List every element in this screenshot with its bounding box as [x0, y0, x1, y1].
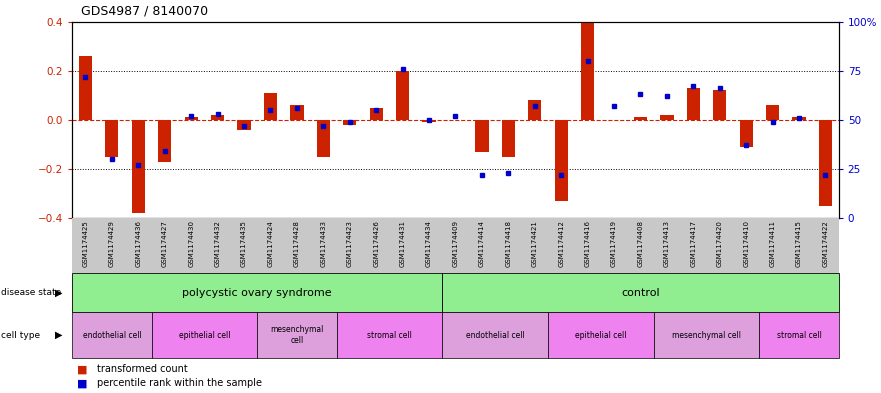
Text: epithelial cell: epithelial cell: [179, 331, 230, 340]
Text: GSM1174414: GSM1174414: [479, 220, 485, 266]
Bar: [759, 312, 839, 358]
Text: GSM1174413: GSM1174413: [664, 220, 670, 267]
Bar: [159, 120, 171, 162]
Bar: [132, 120, 144, 213]
Text: GSM1174427: GSM1174427: [162, 220, 167, 266]
Text: ▶: ▶: [55, 288, 63, 298]
Text: GSM1174424: GSM1174424: [268, 220, 273, 266]
Text: stromal cell: stromal cell: [777, 331, 821, 340]
Text: GDS4987 / 8140070: GDS4987 / 8140070: [81, 5, 208, 18]
Bar: [343, 120, 356, 125]
Bar: [152, 312, 257, 358]
Text: GSM1174425: GSM1174425: [83, 220, 88, 266]
Text: GSM1174408: GSM1174408: [638, 220, 643, 267]
Text: GSM1174417: GSM1174417: [691, 220, 696, 267]
Text: GSM1174433: GSM1174433: [321, 220, 326, 267]
Bar: [661, 115, 673, 120]
Text: GSM1174434: GSM1174434: [426, 220, 432, 266]
Bar: [442, 312, 548, 358]
Bar: [792, 118, 805, 120]
Bar: [79, 56, 93, 120]
Bar: [238, 120, 251, 130]
Text: mesenchymal cell: mesenchymal cell: [672, 331, 741, 340]
Bar: [476, 120, 488, 152]
Bar: [555, 120, 568, 201]
Text: GSM1174410: GSM1174410: [744, 220, 749, 267]
Bar: [185, 118, 197, 120]
Text: GSM1174409: GSM1174409: [453, 220, 458, 267]
Text: endothelial cell: endothelial cell: [83, 331, 141, 340]
Bar: [72, 273, 442, 312]
Text: polycystic ovary syndrome: polycystic ovary syndrome: [182, 288, 332, 298]
Text: GSM1174428: GSM1174428: [294, 220, 300, 266]
Text: GSM1174436: GSM1174436: [136, 220, 141, 267]
Bar: [396, 71, 409, 120]
Bar: [687, 88, 700, 120]
Text: GSM1174421: GSM1174421: [532, 220, 537, 266]
Bar: [819, 120, 832, 206]
Bar: [211, 115, 224, 120]
Text: epithelial cell: epithelial cell: [575, 331, 626, 340]
Bar: [528, 100, 541, 120]
Text: GSM1174429: GSM1174429: [109, 220, 115, 266]
Bar: [442, 273, 839, 312]
Text: transformed count: transformed count: [97, 364, 188, 375]
Text: GSM1174418: GSM1174418: [506, 220, 511, 267]
Bar: [581, 22, 594, 120]
Text: GSM1174412: GSM1174412: [559, 220, 564, 266]
Text: GSM1174430: GSM1174430: [189, 220, 194, 267]
Bar: [257, 312, 337, 358]
Bar: [337, 312, 442, 358]
Text: ▶: ▶: [55, 330, 63, 340]
Bar: [740, 120, 752, 147]
Bar: [423, 120, 435, 122]
Bar: [370, 108, 382, 120]
Text: GSM1174435: GSM1174435: [241, 220, 247, 266]
Bar: [291, 105, 303, 120]
Bar: [317, 120, 329, 157]
Text: ■: ■: [77, 378, 87, 388]
Bar: [264, 93, 277, 120]
Bar: [548, 312, 654, 358]
Text: GSM1174419: GSM1174419: [611, 220, 617, 267]
Text: stromal cell: stromal cell: [367, 331, 411, 340]
Bar: [714, 90, 726, 120]
Text: GSM1174423: GSM1174423: [347, 220, 352, 266]
Bar: [502, 120, 515, 157]
Bar: [654, 312, 759, 358]
Text: GSM1174411: GSM1174411: [770, 220, 775, 267]
Text: ■: ■: [77, 364, 87, 375]
Text: GSM1174420: GSM1174420: [717, 220, 722, 266]
Bar: [766, 105, 779, 120]
Text: control: control: [621, 288, 660, 298]
Text: mesenchymal
cell: mesenchymal cell: [270, 325, 323, 345]
Text: percentile rank within the sample: percentile rank within the sample: [97, 378, 262, 388]
Text: disease state: disease state: [1, 288, 61, 297]
Text: GSM1174415: GSM1174415: [796, 220, 802, 266]
Bar: [106, 120, 118, 157]
Bar: [72, 312, 152, 358]
Text: GSM1174422: GSM1174422: [823, 220, 828, 266]
Text: GSM1174426: GSM1174426: [374, 220, 379, 266]
Text: endothelial cell: endothelial cell: [466, 331, 524, 340]
Bar: [634, 118, 647, 120]
Text: GSM1174431: GSM1174431: [400, 220, 405, 267]
Text: cell type: cell type: [1, 331, 40, 340]
Text: GSM1174432: GSM1174432: [215, 220, 220, 266]
Text: GSM1174416: GSM1174416: [585, 220, 590, 267]
